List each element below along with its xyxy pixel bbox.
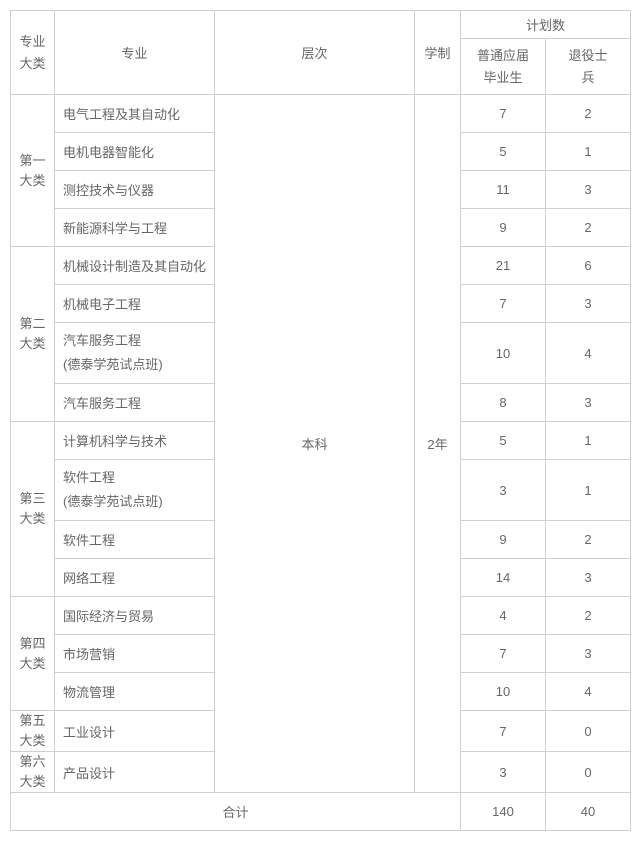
major-cell: 国际经济与贸易 xyxy=(55,597,215,635)
plan-normal-cell: 9 xyxy=(461,521,546,559)
plan-normal-cell: 14 xyxy=(461,559,546,597)
major-cell: 机械电子工程 xyxy=(55,285,215,323)
header-major-text: 专业 xyxy=(121,46,147,61)
major-cell: 物流管理 xyxy=(55,673,215,711)
plan-normal-cell: 7 xyxy=(461,285,546,323)
category-cell: 第六 大类 xyxy=(11,752,55,793)
header-level: 层次 xyxy=(215,11,415,95)
plan-retired-cell: 6 xyxy=(546,247,631,285)
major-cell: 新能源科学与工程 xyxy=(55,209,215,247)
footer-total-retired-text: 40 xyxy=(581,804,595,819)
plan-retired-cell: 3 xyxy=(546,559,631,597)
plan-retired-cell: 1 xyxy=(546,133,631,171)
plan-retired-cell: 1 xyxy=(546,422,631,460)
category-cell: 第四 大类 xyxy=(11,597,55,711)
plan-retired-cell: 2 xyxy=(546,597,631,635)
plan-normal-cell: 3 xyxy=(461,752,546,793)
plan-normal-cell: 11 xyxy=(461,171,546,209)
enrollment-plan-table: 专业 大类 专业 层次 学制 计划数 普通应届 毕业生 退役士 兵 第一 大类电… xyxy=(10,10,631,831)
major-cell: 软件工程 (德泰学苑试点班) xyxy=(55,460,215,521)
plan-normal-cell: 8 xyxy=(461,384,546,422)
major-cell: 产品设计 xyxy=(55,752,215,793)
major-cell: 汽车服务工程 (德泰学苑试点班) xyxy=(55,323,215,384)
plan-retired-cell: 3 xyxy=(546,171,631,209)
header-plan: 计划数 xyxy=(461,11,631,39)
plan-retired-cell: 3 xyxy=(546,384,631,422)
plan-retired-cell: 0 xyxy=(546,752,631,793)
table-body: 第一 大类电气工程及其自动化本科2年72电机电器智能化51测控技术与仪器113新… xyxy=(11,95,631,793)
plan-retired-cell: 3 xyxy=(546,285,631,323)
plan-retired-cell: 4 xyxy=(546,673,631,711)
plan-retired-cell: 1 xyxy=(546,460,631,521)
plan-normal-cell: 3 xyxy=(461,460,546,521)
plan-normal-cell: 7 xyxy=(461,95,546,133)
header-plan-text: 计划数 xyxy=(526,18,565,33)
table-row: 第一 大类电气工程及其自动化本科2年72 xyxy=(11,95,631,133)
category-cell: 第三 大类 xyxy=(11,422,55,597)
header-plan-normal: 普通应届 毕业生 xyxy=(461,39,546,95)
major-cell: 网络工程 xyxy=(55,559,215,597)
plan-retired-cell: 2 xyxy=(546,95,631,133)
header-plan-normal-text: 普通应届 毕业生 xyxy=(477,48,529,85)
plan-normal-cell: 9 xyxy=(461,209,546,247)
plan-normal-cell: 5 xyxy=(461,133,546,171)
header-plan-retired: 退役士 兵 xyxy=(546,39,631,95)
major-cell: 软件工程 xyxy=(55,521,215,559)
plan-retired-cell: 0 xyxy=(546,711,631,752)
footer-total-normal: 140 xyxy=(461,793,546,831)
footer-label: 合计 xyxy=(11,793,461,831)
plan-retired-cell: 2 xyxy=(546,209,631,247)
duration-cell: 2年 xyxy=(415,95,461,793)
major-cell: 市场营销 xyxy=(55,635,215,673)
major-cell: 电机电器智能化 xyxy=(55,133,215,171)
category-cell: 第五 大类 xyxy=(11,711,55,752)
level-cell: 本科 xyxy=(215,95,415,793)
plan-normal-cell: 10 xyxy=(461,323,546,384)
major-cell: 计算机科学与技术 xyxy=(55,422,215,460)
header-duration: 学制 xyxy=(415,11,461,95)
plan-retired-cell: 2 xyxy=(546,521,631,559)
plan-retired-cell: 4 xyxy=(546,323,631,384)
header-level-text: 层次 xyxy=(301,46,327,61)
plan-retired-cell: 3 xyxy=(546,635,631,673)
plan-normal-cell: 4 xyxy=(461,597,546,635)
major-cell: 工业设计 xyxy=(55,711,215,752)
header-category: 专业 大类 xyxy=(11,11,55,95)
plan-normal-cell: 21 xyxy=(461,247,546,285)
table-header: 专业 大类 专业 层次 学制 计划数 普通应届 毕业生 退役士 兵 xyxy=(11,11,631,95)
footer-total-normal-text: 140 xyxy=(492,804,514,819)
footer-label-text: 合计 xyxy=(222,805,248,820)
category-cell: 第二 大类 xyxy=(11,247,55,422)
plan-normal-cell: 7 xyxy=(461,711,546,752)
plan-normal-cell: 7 xyxy=(461,635,546,673)
major-cell: 机械设计制造及其自动化 xyxy=(55,247,215,285)
header-major: 专业 xyxy=(55,11,215,95)
major-cell: 电气工程及其自动化 xyxy=(55,95,215,133)
plan-normal-cell: 5 xyxy=(461,422,546,460)
major-cell: 汽车服务工程 xyxy=(55,384,215,422)
footer-row: 合计 140 40 xyxy=(11,793,631,831)
major-cell: 测控技术与仪器 xyxy=(55,171,215,209)
header-duration-text: 学制 xyxy=(424,46,450,61)
header-plan-retired-text: 退役士 兵 xyxy=(568,48,607,85)
header-category-text: 专业 大类 xyxy=(19,34,45,71)
category-cell: 第一 大类 xyxy=(11,95,55,247)
footer-total-retired: 40 xyxy=(546,793,631,831)
plan-normal-cell: 10 xyxy=(461,673,546,711)
